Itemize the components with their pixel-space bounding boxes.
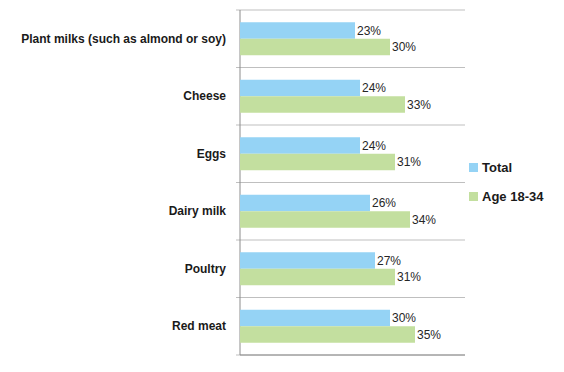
bars <box>240 22 415 343</box>
data-label: 30% <box>392 40 416 54</box>
bar <box>240 22 355 39</box>
chart-svg: 23%30%24%33%24%31%26%34%27%31%30%35%Plan… <box>0 0 564 372</box>
category-separator <box>236 355 465 356</box>
x-axis-line <box>240 355 465 356</box>
y-axis-line <box>240 10 241 355</box>
data-label: 34% <box>412 213 436 227</box>
bar <box>240 326 415 343</box>
legend-swatch <box>469 192 478 201</box>
data-label: 24% <box>362 81 386 95</box>
category-label: Dairy milk <box>169 204 227 218</box>
data-label: 33% <box>407 98 431 112</box>
legend-label: Age 18-34 <box>482 189 544 204</box>
bar <box>240 154 395 171</box>
bar <box>240 39 390 56</box>
category-label: Plant milks (such as almond or soy) <box>21 32 226 46</box>
data-label: 35% <box>417 328 441 342</box>
bar <box>240 310 390 327</box>
data-label: 31% <box>397 270 421 284</box>
bar <box>240 211 410 228</box>
category-separator <box>236 10 465 11</box>
legend-label: Total <box>482 160 512 175</box>
data-label: 31% <box>397 155 421 169</box>
bar <box>240 252 375 269</box>
bar <box>240 96 405 113</box>
category-label: Red meat <box>172 319 226 333</box>
chart-container: 23%30%24%33%24%31%26%34%27%31%30%35%Plan… <box>0 0 564 372</box>
bar <box>240 137 360 154</box>
category-separator <box>236 182 465 183</box>
data-label: 26% <box>372 196 396 210</box>
bar <box>240 269 395 286</box>
bar <box>240 80 360 97</box>
category-label: Poultry <box>185 262 227 276</box>
category-separator <box>236 125 465 126</box>
data-label: 27% <box>377 254 401 268</box>
category-separator <box>236 297 465 298</box>
data-label: 23% <box>357 24 381 38</box>
data-label: 24% <box>362 139 386 153</box>
data-label: 30% <box>392 311 416 325</box>
category-separator <box>236 240 465 241</box>
legend-swatch <box>469 163 478 172</box>
category-separator <box>236 67 465 68</box>
data-labels: 23%30%24%33%24%31%26%34%27%31%30%35% <box>357 24 441 342</box>
category-label: Cheese <box>183 89 226 103</box>
category-label: Eggs <box>197 147 227 161</box>
bar <box>240 195 370 212</box>
legend: Total Age 18-34 <box>469 160 544 204</box>
